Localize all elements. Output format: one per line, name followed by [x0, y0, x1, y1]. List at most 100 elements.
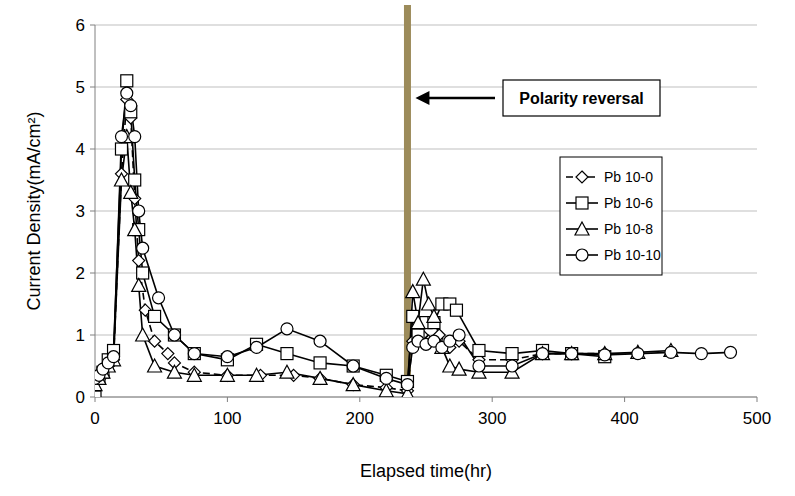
- point: [137, 267, 149, 279]
- point: [221, 369, 233, 381]
- point: [536, 347, 550, 360]
- point: [168, 329, 180, 341]
- point: [148, 359, 162, 372]
- point: [314, 335, 326, 347]
- annotation-arrow: [423, 97, 495, 100]
- point: [473, 345, 485, 357]
- point: [450, 304, 462, 316]
- point: [136, 328, 150, 341]
- point: [314, 357, 326, 369]
- point: [115, 143, 127, 155]
- series-line: [95, 81, 605, 397]
- point: [125, 100, 137, 112]
- point: [379, 384, 393, 397]
- point: [114, 173, 128, 186]
- grid-line: [95, 25, 757, 26]
- legend-label: Pb 10-10: [604, 247, 661, 263]
- legend: Pb 10-0Pb 10-6Pb 10-8Pb 10-10: [560, 157, 662, 275]
- tick-label: 100: [213, 409, 241, 428]
- point: [162, 348, 174, 360]
- tick-label: 2: [76, 264, 85, 283]
- point: [473, 360, 485, 372]
- annotation-arrowhead: [415, 91, 429, 105]
- point: [133, 205, 145, 217]
- point: [188, 348, 200, 360]
- point: [137, 242, 149, 254]
- legend-box: [560, 157, 662, 275]
- point: [167, 365, 181, 378]
- tick-label: 0: [76, 388, 85, 407]
- point: [347, 360, 359, 372]
- tick: [90, 273, 95, 274]
- point: [416, 272, 430, 285]
- point: [108, 351, 120, 363]
- point: [725, 346, 737, 358]
- point: [129, 131, 141, 143]
- series-line: [95, 93, 731, 384]
- point: [280, 365, 294, 378]
- y-axis: [95, 25, 96, 397]
- point: [121, 75, 133, 87]
- point: [188, 348, 200, 360]
- grid-line: [95, 397, 757, 398]
- point: [599, 349, 611, 361]
- point: [168, 329, 180, 341]
- point: [121, 87, 133, 99]
- point: [124, 185, 138, 198]
- legend-marker: [576, 171, 588, 183]
- point: [427, 309, 441, 322]
- legend-label: Pb 10-0: [604, 169, 653, 185]
- legend-label: Pb 10-8: [604, 221, 653, 237]
- point: [347, 360, 359, 372]
- point: [133, 255, 145, 267]
- grid-line: [95, 149, 757, 150]
- legend-marker: [576, 197, 588, 209]
- tick-label: 300: [478, 409, 506, 428]
- tick: [90, 87, 95, 88]
- point: [95, 391, 101, 397]
- point: [250, 368, 264, 381]
- point: [314, 372, 326, 384]
- series-group: [95, 75, 737, 397]
- tick-label: 6: [76, 16, 85, 35]
- x-title: Elapsed time(hr): [360, 461, 492, 481]
- annotation-box: [503, 80, 660, 116]
- tick: [492, 397, 493, 402]
- tick: [757, 397, 758, 402]
- tick: [90, 397, 95, 398]
- point: [506, 360, 518, 372]
- point: [281, 323, 293, 335]
- point: [153, 292, 165, 304]
- point: [401, 379, 413, 391]
- point: [129, 174, 141, 186]
- tick-label: 400: [610, 409, 638, 428]
- x-axis: [95, 397, 757, 398]
- point: [406, 285, 420, 298]
- point: [281, 348, 293, 360]
- series-line: [95, 99, 605, 390]
- y-title: Current Density(mA/cm²): [24, 111, 44, 310]
- tick: [227, 397, 228, 402]
- point: [149, 310, 161, 322]
- point: [347, 379, 359, 391]
- series-line: [95, 137, 671, 394]
- point: [346, 378, 360, 391]
- point: [695, 348, 707, 360]
- legend-marker: [575, 222, 589, 235]
- chart: 01234560100200300400500Elapsed time(hr)C…: [0, 0, 795, 496]
- point: [220, 368, 234, 381]
- tick-label: 500: [743, 409, 771, 428]
- tick-label: 5: [76, 78, 85, 97]
- point: [537, 348, 549, 360]
- tick-label: 1: [76, 326, 85, 345]
- point: [665, 346, 677, 358]
- annotation-text: Polarity reversal: [519, 90, 644, 107]
- point: [422, 297, 436, 310]
- point: [132, 278, 146, 291]
- point: [565, 347, 579, 360]
- point: [566, 348, 578, 360]
- point: [128, 223, 142, 236]
- point: [380, 372, 392, 384]
- point: [566, 348, 578, 360]
- point: [313, 371, 327, 384]
